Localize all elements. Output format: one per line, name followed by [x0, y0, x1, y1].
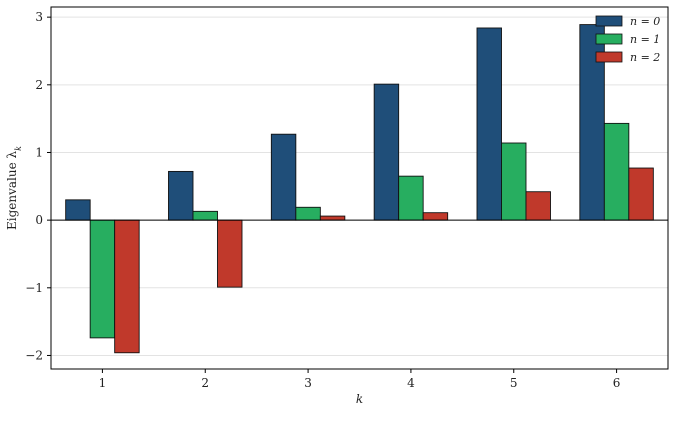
bar-k3-series0: [270, 133, 297, 221]
y-tick-label: −1: [25, 281, 43, 295]
bar-k1-series2: [114, 219, 140, 354]
bar-k6-series1: [603, 122, 630, 221]
bar-k3-series2: [319, 215, 346, 221]
y-tick-label: 0: [35, 213, 43, 227]
x-tick-label: 5: [510, 376, 518, 390]
x-tick-label: 4: [407, 376, 415, 390]
bar-k6-series2: [628, 167, 654, 221]
legend-swatch-2: [595, 51, 623, 63]
gridlines: [51, 16, 668, 356]
plot-frame: [50, 6, 669, 370]
bar-k3-series1: [295, 206, 321, 221]
y-tick-label: 1: [35, 145, 43, 159]
x-tick-label: 3: [304, 376, 312, 390]
bar-k4-series0: [373, 83, 400, 221]
legend: n = 0 n = 1 n = 2: [595, 15, 660, 64]
x-tick-label: 1: [99, 376, 107, 390]
bar-k4-series1: [398, 175, 424, 221]
legend-swatch-1: [595, 33, 623, 45]
legend-label-2: n = 2: [630, 51, 660, 64]
y-tick-label: 3: [35, 10, 43, 24]
x-axis-ticks: 1 2 3 4 5 6: [99, 369, 621, 390]
legend-label-0: n = 0: [630, 15, 660, 28]
x-tick-label: 2: [201, 376, 209, 390]
bar-k5-series2: [525, 191, 551, 221]
bar-k1-series0: [65, 199, 91, 221]
bar-k2-series0: [168, 170, 194, 221]
x-axis-label: k: [356, 392, 363, 406]
y-axis-ticks: −2 −1 0 1 2 3: [25, 10, 51, 362]
legend-label-1: n = 1: [630, 33, 660, 46]
bar-k2-series1: [192, 210, 218, 221]
bar-k4-series2: [422, 212, 449, 221]
bar-k1-series1: [89, 219, 116, 339]
bar-k2-series2: [217, 219, 243, 288]
bars: [65, 24, 654, 354]
bar-k5-series1: [501, 142, 527, 221]
legend-swatch-0: [595, 15, 623, 27]
y-tick-label: 2: [35, 78, 43, 92]
bar-k5-series0: [476, 27, 502, 221]
y-axis-label: Eigenvalue λk: [5, 146, 23, 230]
x-tick-label: 6: [613, 376, 621, 390]
y-tick-label: −2: [25, 348, 43, 362]
